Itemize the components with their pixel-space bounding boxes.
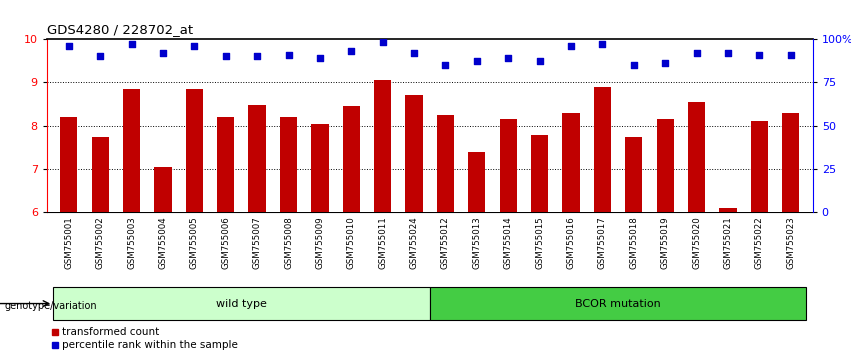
- Bar: [123, 89, 140, 212]
- Point: [784, 52, 797, 57]
- Text: BCOR mutation: BCOR mutation: [575, 298, 661, 309]
- Point: [313, 55, 327, 61]
- Point: [596, 41, 609, 47]
- Point: [94, 53, 107, 59]
- Point: [345, 48, 358, 54]
- Text: GSM755024: GSM755024: [409, 216, 419, 269]
- Point: [62, 43, 76, 49]
- Point: [282, 52, 295, 57]
- Bar: [531, 135, 548, 212]
- Text: GSM755020: GSM755020: [692, 216, 701, 269]
- Text: GSM755011: GSM755011: [378, 216, 387, 269]
- Point: [156, 50, 169, 56]
- Text: GSM755021: GSM755021: [723, 216, 733, 269]
- Point: [564, 43, 578, 49]
- Point: [438, 62, 452, 68]
- Text: GSM755001: GSM755001: [65, 216, 73, 269]
- Text: GSM755019: GSM755019: [660, 216, 670, 269]
- Bar: [751, 121, 768, 212]
- Bar: [594, 87, 611, 212]
- Point: [187, 43, 201, 49]
- Text: GSM755018: GSM755018: [629, 216, 638, 269]
- Point: [376, 40, 390, 45]
- Text: GSM755015: GSM755015: [535, 216, 544, 269]
- Bar: [53, 287, 430, 320]
- Text: GSM755006: GSM755006: [221, 216, 231, 269]
- Point: [470, 59, 483, 64]
- Bar: [688, 102, 705, 212]
- Bar: [248, 105, 266, 212]
- Bar: [217, 117, 234, 212]
- Text: GSM755014: GSM755014: [504, 216, 513, 269]
- Bar: [500, 119, 517, 212]
- Text: GSM755002: GSM755002: [95, 216, 105, 269]
- Bar: [186, 89, 203, 212]
- Text: GSM755022: GSM755022: [755, 216, 764, 269]
- Text: GSM755004: GSM755004: [158, 216, 168, 269]
- Bar: [625, 137, 643, 212]
- Bar: [311, 124, 328, 212]
- Point: [501, 55, 515, 61]
- Point: [408, 50, 421, 56]
- Bar: [280, 117, 297, 212]
- Bar: [92, 137, 109, 212]
- Text: wild type: wild type: [216, 298, 267, 309]
- Text: GSM755012: GSM755012: [441, 216, 450, 269]
- Text: GSM755007: GSM755007: [253, 216, 261, 269]
- Bar: [405, 95, 423, 212]
- Point: [250, 53, 264, 59]
- Text: GSM755005: GSM755005: [190, 216, 199, 269]
- Bar: [468, 152, 485, 212]
- Bar: [430, 287, 807, 320]
- Point: [690, 50, 704, 56]
- Bar: [563, 113, 580, 212]
- Text: GSM755010: GSM755010: [346, 216, 356, 269]
- Bar: [437, 115, 454, 212]
- Point: [659, 61, 672, 66]
- Text: GSM755003: GSM755003: [127, 216, 136, 269]
- Bar: [154, 167, 172, 212]
- Bar: [782, 113, 799, 212]
- Legend: transformed count, percentile rank within the sample: transformed count, percentile rank withi…: [52, 327, 238, 350]
- Point: [752, 52, 766, 57]
- Point: [533, 59, 546, 64]
- Bar: [343, 106, 360, 212]
- Text: GSM755023: GSM755023: [786, 216, 795, 269]
- Text: GSM755009: GSM755009: [316, 216, 324, 269]
- Bar: [656, 119, 674, 212]
- Text: GSM755016: GSM755016: [567, 216, 575, 269]
- Point: [219, 53, 232, 59]
- Text: GSM755008: GSM755008: [284, 216, 293, 269]
- Bar: [719, 208, 737, 212]
- Bar: [374, 80, 391, 212]
- Point: [125, 41, 139, 47]
- Text: GDS4280 / 228702_at: GDS4280 / 228702_at: [47, 23, 193, 36]
- Text: genotype/variation: genotype/variation: [4, 301, 97, 311]
- Text: GSM755013: GSM755013: [472, 216, 482, 269]
- Point: [721, 50, 734, 56]
- Bar: [60, 117, 77, 212]
- Point: [627, 62, 641, 68]
- Text: GSM755017: GSM755017: [598, 216, 607, 269]
